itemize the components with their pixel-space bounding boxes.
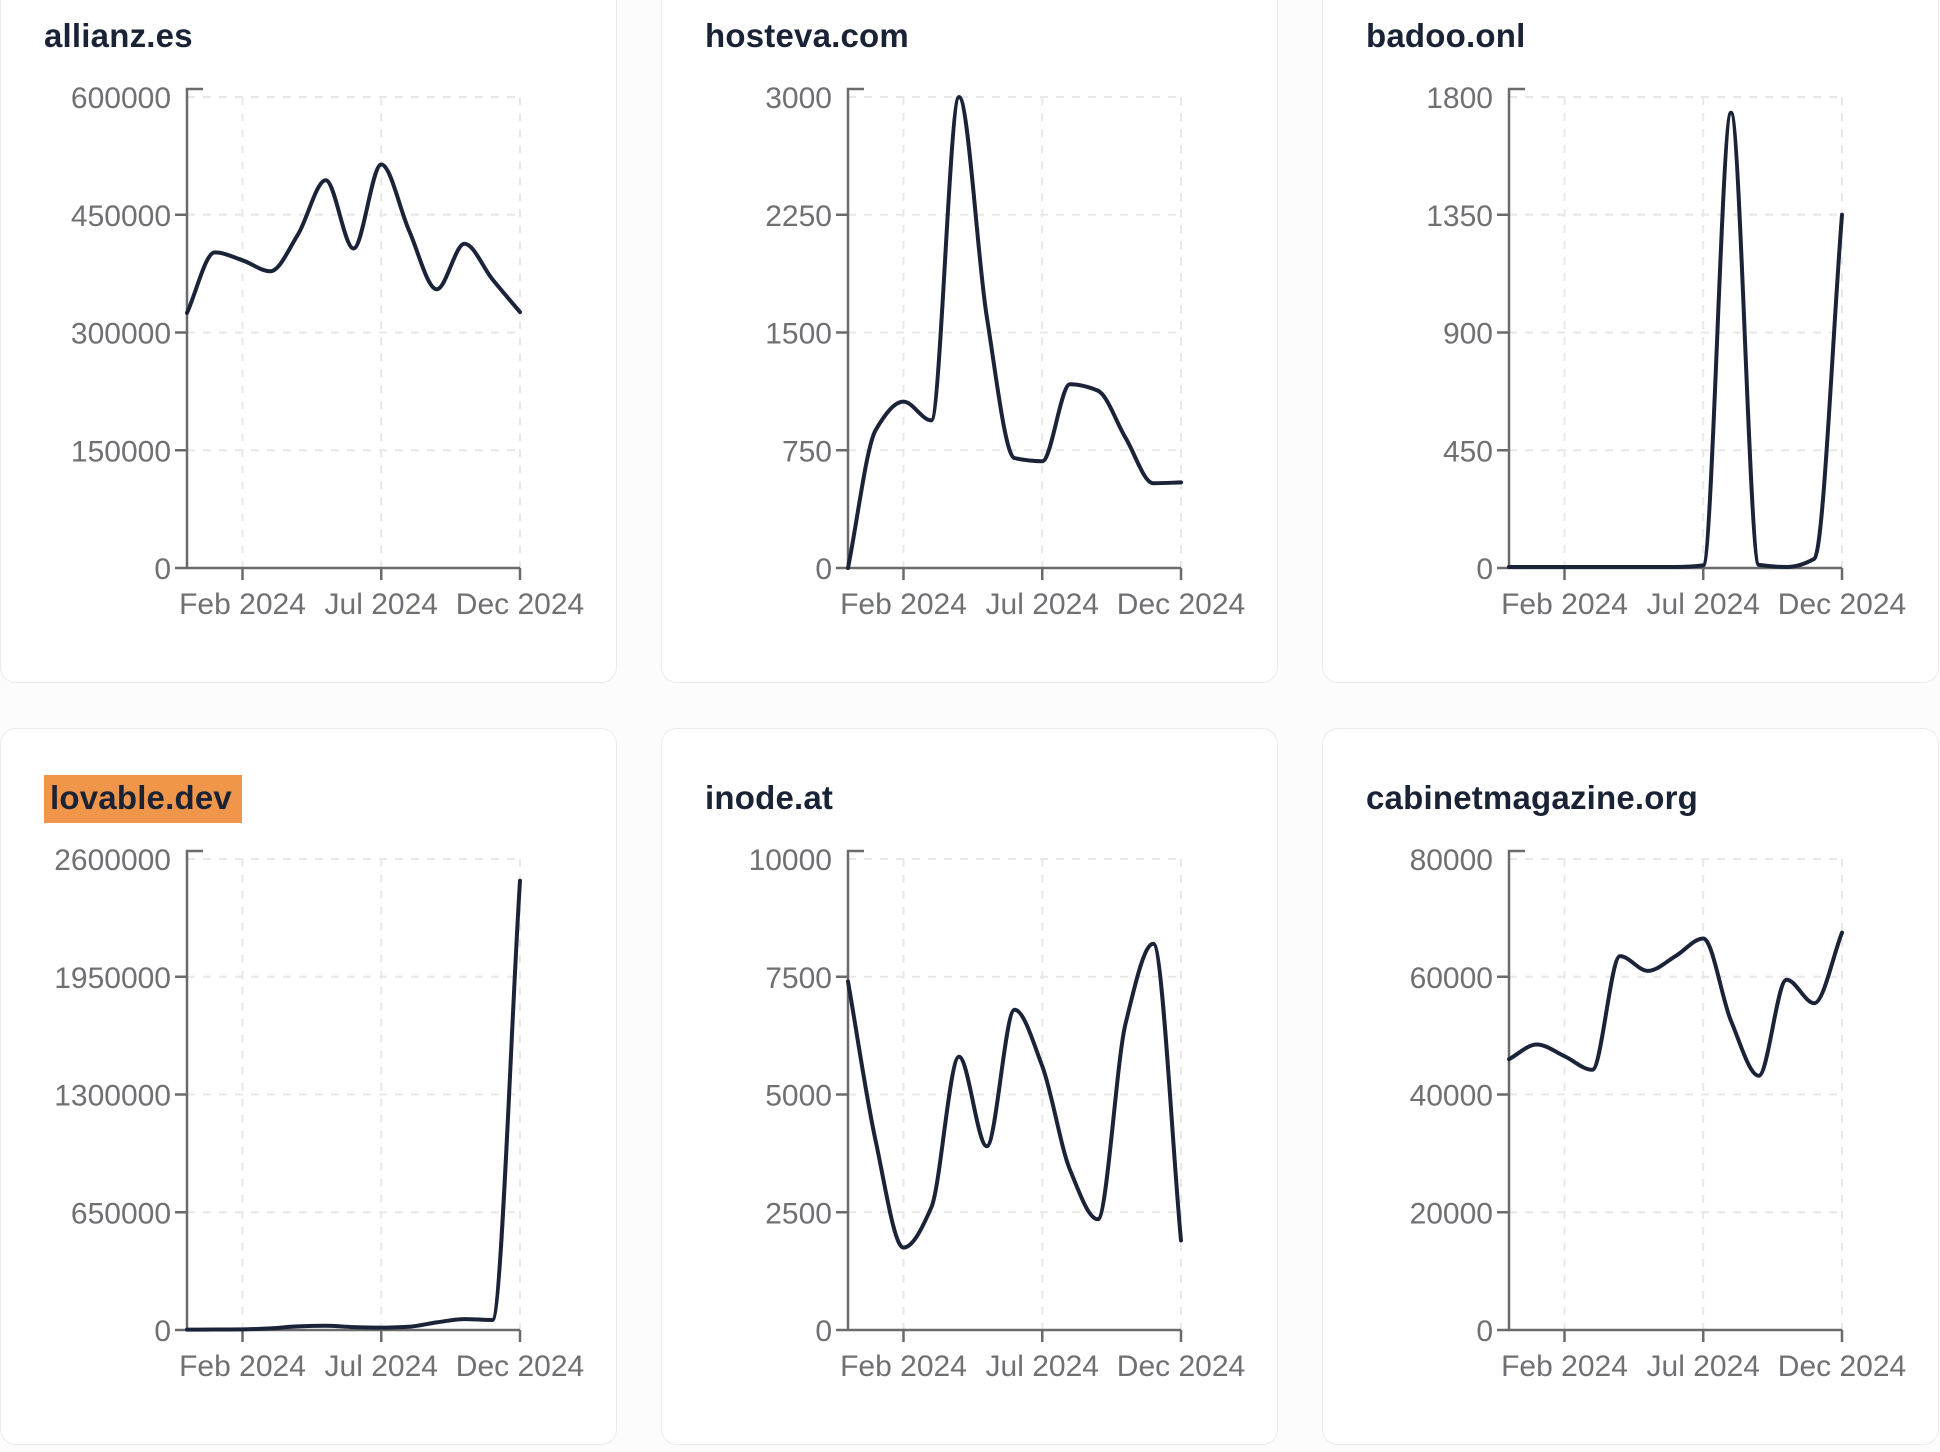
y-tick-label: 2250 [765, 200, 832, 233]
x-tick-label: Feb 2024 [1501, 588, 1628, 621]
x-tick-label: Dec 2024 [1778, 1350, 1906, 1383]
y-tick-label: 1500 [765, 318, 832, 351]
x-tick-label: Jul 2024 [1647, 1350, 1760, 1383]
y-axis [846, 849, 864, 1330]
y-axis [1507, 87, 1525, 568]
y-tick-label: 60000 [1410, 962, 1493, 995]
traffic-line-chart: 0 750 1500 2250 3000 Feb 2024 Jul 2024 Dec 2024 [765, 82, 1245, 621]
domain-title: badoo.onl [1323, 0, 1938, 57]
y-tick-label: 450 [1443, 435, 1493, 468]
x-tick-label: Jul 2024 [325, 588, 438, 621]
y-tick-label: 1350 [1426, 200, 1493, 233]
x-tick-label: Dec 2024 [1778, 588, 1906, 621]
y-tick-label: 450000 [71, 200, 171, 233]
trend-line [846, 941, 1183, 1250]
x-tick-label: Dec 2024 [1117, 588, 1245, 621]
y-tick-label: 0 [815, 1315, 832, 1348]
domain-title: lovable.dev [1, 729, 616, 823]
domain-title-text: hosteva.com [705, 17, 909, 54]
domain-chart-card[interactable]: badoo.onl 0 450 900 1350 1800 Feb 2024 Jul 202… [1322, 0, 1939, 683]
y-tick-label: 300000 [71, 318, 171, 351]
domain-title-text-highlighted: lovable.dev [44, 775, 242, 823]
y-tick-label: 750 [782, 435, 832, 468]
y-tick-label: 5000 [765, 1080, 832, 1113]
domain-title-text: cabinetmagazine.org [1366, 779, 1699, 816]
y-tick-label: 0 [154, 1315, 171, 1348]
y-tick-label: 80000 [1410, 844, 1493, 877]
x-tick-label: Feb 2024 [1501, 1350, 1628, 1383]
x-tick-label: Dec 2024 [1117, 1350, 1245, 1383]
x-tick-label: Feb 2024 [840, 588, 967, 621]
trend-line [1507, 110, 1844, 569]
x-tick-label: Jul 2024 [986, 588, 1099, 621]
trend-line [185, 878, 522, 1332]
domain-title-text: allianz.es [44, 17, 193, 54]
y-tick-label: 650000 [71, 1197, 171, 1230]
y-tick-label: 1300000 [54, 1080, 171, 1113]
x-tick-label: Jul 2024 [1647, 588, 1760, 621]
y-tick-label: 600000 [71, 82, 171, 115]
domain-chart-card[interactable]: lovable.dev 0 650000 1300000 1950000 2600000… [0, 728, 617, 1445]
y-tick-label: 20000 [1410, 1197, 1493, 1230]
y-tick-label: 0 [154, 553, 171, 586]
domain-chart-card[interactable]: cabinetmagazine.org 0 20000 40000 60000 8000… [1322, 728, 1939, 1445]
domain-chart-card[interactable]: inode.at 0 2500 5000 7500 10000 Feb 2024 Jul 2… [661, 728, 1278, 1445]
traffic-line-chart: 0 20000 40000 60000 80000 Feb 2024 Jul 2024 Dec… [1410, 844, 1907, 1383]
y-tick-label: 40000 [1410, 1080, 1493, 1113]
y-tick-label: 2500 [765, 1197, 832, 1230]
domain-title: hosteva.com [662, 0, 1277, 57]
y-axis [1507, 849, 1525, 1330]
trend-line [1507, 930, 1844, 1078]
domain-chart-card[interactable]: hosteva.com 0 750 1500 2250 3000 Feb 2024 Jul … [661, 0, 1278, 683]
trend-line [846, 95, 1183, 570]
x-tick-label: Jul 2024 [325, 1350, 438, 1383]
domain-title-text: badoo.onl [1366, 17, 1526, 54]
y-axis [846, 87, 864, 568]
y-tick-label: 0 [815, 553, 832, 586]
y-tick-label: 2600000 [54, 844, 171, 877]
y-tick-label: 0 [1476, 1315, 1493, 1348]
domain-title-text: inode.at [705, 779, 834, 816]
x-tick-label: Dec 2024 [456, 1350, 584, 1383]
domain-title: inode.at [662, 729, 1277, 819]
domain-title: cabinetmagazine.org [1323, 729, 1938, 819]
y-tick-label: 3000 [765, 82, 832, 115]
y-tick-label: 150000 [71, 435, 171, 468]
x-tick-label: Feb 2024 [179, 1350, 306, 1383]
y-axis [185, 849, 203, 1330]
y-tick-label: 0 [1476, 553, 1493, 586]
traffic-line-chart: 0 450 900 1350 1800 Feb 2024 Jul 2024 Dec 2024 [1426, 82, 1906, 621]
traffic-line-chart: 0 150000 300000 450000 600000 Feb 2024 Jul 202… [71, 82, 584, 621]
traffic-line-chart: 0 650000 1300000 1950000 2600000 Feb 2024 Jul … [54, 844, 584, 1383]
domain-title: allianz.es [1, 0, 616, 57]
traffic-line-chart: 0 2500 5000 7500 10000 Feb 2024 Jul 2024 Dec 20… [749, 844, 1246, 1383]
y-tick-label: 7500 [765, 962, 832, 995]
y-tick-label: 10000 [749, 844, 832, 877]
trend-line [185, 162, 522, 315]
x-tick-label: Feb 2024 [840, 1350, 967, 1383]
y-axis [185, 87, 203, 568]
domain-chart-card[interactable]: allianz.es 0 150000 300000 450000 600000 Feb … [0, 0, 617, 683]
x-tick-label: Jul 2024 [986, 1350, 1099, 1383]
x-tick-label: Feb 2024 [179, 588, 306, 621]
y-tick-label: 1950000 [54, 962, 171, 995]
x-tick-label: Dec 2024 [456, 588, 584, 621]
y-tick-label: 1800 [1426, 82, 1493, 115]
y-tick-label: 900 [1443, 318, 1493, 351]
